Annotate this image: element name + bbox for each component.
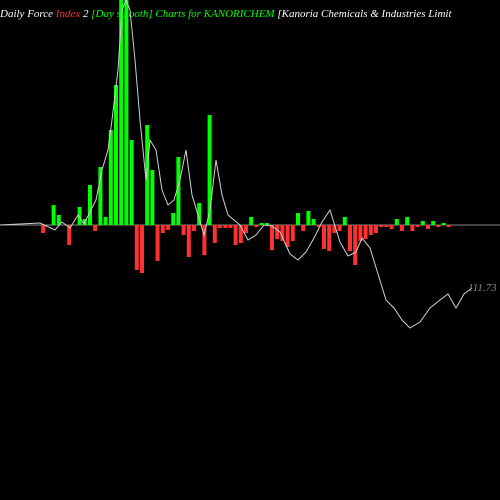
down-bar — [348, 225, 352, 251]
force-index-chart — [0, 0, 500, 500]
last-value-label: 111.73 — [468, 282, 497, 294]
up-bar — [296, 213, 300, 225]
down-bar — [254, 225, 258, 227]
up-bar — [130, 140, 134, 225]
up-bar — [52, 205, 56, 225]
up-bar — [442, 223, 446, 225]
up-bar — [312, 219, 316, 225]
down-bar — [41, 225, 45, 233]
down-bar — [140, 225, 144, 273]
down-bar — [192, 225, 196, 231]
down-bar — [228, 225, 232, 228]
down-bar — [239, 225, 243, 243]
up-bar — [124, 0, 128, 225]
down-bar — [447, 225, 451, 227]
up-bar — [421, 221, 425, 225]
up-bar — [405, 217, 409, 225]
down-bar — [182, 225, 186, 235]
up-bar — [171, 213, 175, 225]
smoothed-line — [0, 0, 472, 328]
down-bar — [213, 225, 217, 243]
up-bar — [150, 170, 154, 225]
down-bar — [161, 225, 165, 233]
down-bar — [93, 225, 97, 231]
up-bar — [119, 0, 123, 225]
down-bar — [291, 225, 295, 241]
up-bar — [208, 115, 212, 225]
up-bar — [104, 217, 108, 225]
down-bar — [436, 225, 440, 227]
up-bar — [306, 211, 310, 225]
down-bar — [166, 225, 170, 230]
up-bar — [431, 221, 435, 225]
up-bar — [395, 219, 399, 225]
down-bar — [156, 225, 160, 261]
down-bar — [384, 225, 388, 227]
down-bar — [275, 225, 279, 239]
up-bar — [249, 217, 253, 225]
up-bar — [109, 130, 113, 225]
down-bar — [416, 225, 420, 227]
down-bar — [353, 225, 357, 265]
down-bar — [338, 225, 342, 231]
down-bar — [270, 225, 274, 250]
down-bar — [426, 225, 430, 229]
down-bar — [390, 225, 394, 229]
down-bar — [187, 225, 191, 257]
down-bar — [234, 225, 238, 245]
up-bar — [260, 223, 264, 225]
down-bar — [301, 225, 305, 231]
down-bar — [379, 225, 383, 227]
up-bar — [114, 85, 118, 225]
down-bar — [244, 225, 248, 233]
down-bar — [135, 225, 139, 270]
down-bar — [410, 225, 414, 231]
down-bar — [223, 225, 227, 228]
down-bar — [364, 225, 368, 239]
down-bar — [218, 225, 222, 228]
up-bar — [88, 185, 92, 225]
down-bar — [327, 225, 331, 251]
down-bar — [400, 225, 404, 231]
up-bar — [343, 217, 347, 225]
down-bar — [286, 225, 290, 247]
down-bar — [369, 225, 373, 235]
down-bar — [322, 225, 326, 249]
chart-container: Daily Force Index 2 [Day smooth] Charts … — [0, 0, 500, 500]
down-bar — [374, 225, 378, 233]
